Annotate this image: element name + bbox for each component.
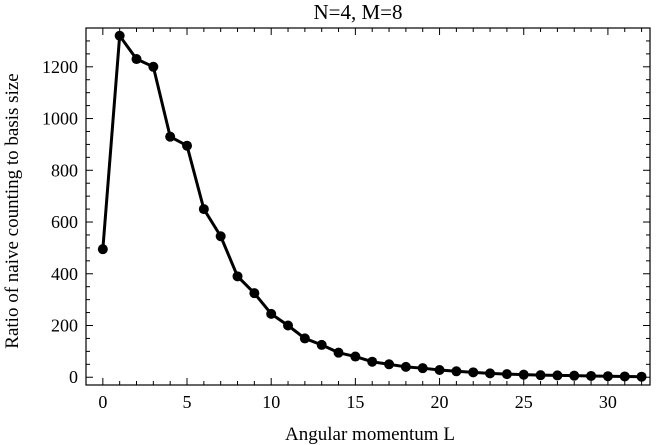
y-tick-label: 400 <box>51 264 78 284</box>
y-tick-label: 600 <box>51 212 78 232</box>
data-point <box>619 371 630 382</box>
data-point <box>198 204 209 215</box>
data-point <box>182 140 193 151</box>
data-point <box>636 371 647 382</box>
data-point <box>266 308 277 319</box>
data-point <box>333 347 344 358</box>
data-point <box>249 288 260 299</box>
data-point <box>552 370 563 381</box>
data-point <box>535 370 546 381</box>
y-tick-label: 200 <box>51 316 78 336</box>
data-point <box>468 367 479 378</box>
series-points <box>97 30 647 382</box>
data-point <box>434 364 445 375</box>
y-tick-label: 1000 <box>42 109 78 129</box>
data-point <box>384 359 395 370</box>
data-point <box>417 363 428 374</box>
data-point <box>316 339 327 350</box>
data-point <box>485 368 496 379</box>
x-tick-label: 20 <box>431 392 449 412</box>
x-tick-label: 0 <box>98 392 107 412</box>
x-tick-label: 5 <box>183 392 192 412</box>
data-point <box>586 370 597 381</box>
data-point <box>367 356 378 367</box>
y-axis-title: Ratio of naive counting to basis size <box>2 73 23 348</box>
chart-title: N=4, M=8 <box>313 0 402 24</box>
x-tick-label: 15 <box>346 392 364 412</box>
data-point <box>602 371 613 382</box>
data-point <box>283 320 294 331</box>
data-point <box>114 30 125 41</box>
series-line <box>101 34 642 379</box>
y-tick-label: 1200 <box>42 57 78 77</box>
data-point <box>400 361 411 372</box>
data-point <box>501 369 512 380</box>
tick-labels: 0 5 10 15 20 25 30 0 200 400 600 800 1000 1200 <box>42 57 617 412</box>
y-tick-label: 800 <box>51 160 78 180</box>
data-point <box>215 231 226 242</box>
data-point <box>97 244 108 255</box>
data-point <box>299 333 310 344</box>
data-point <box>165 131 176 142</box>
data-point <box>451 366 462 377</box>
data-point <box>350 351 361 362</box>
data-point <box>232 271 243 282</box>
data-point <box>148 61 159 72</box>
x-tick-label: 25 <box>515 392 533 412</box>
axis-ticks <box>85 27 650 385</box>
x-tick-label: 10 <box>262 392 280 412</box>
plot-frame <box>85 27 651 386</box>
data-point <box>131 54 142 65</box>
y-tick-label: 0 <box>69 367 78 387</box>
data-point <box>569 370 580 381</box>
data-point <box>518 369 529 380</box>
x-tick-label: 30 <box>599 392 617 412</box>
x-axis-title: Angular momentum L <box>285 424 455 445</box>
